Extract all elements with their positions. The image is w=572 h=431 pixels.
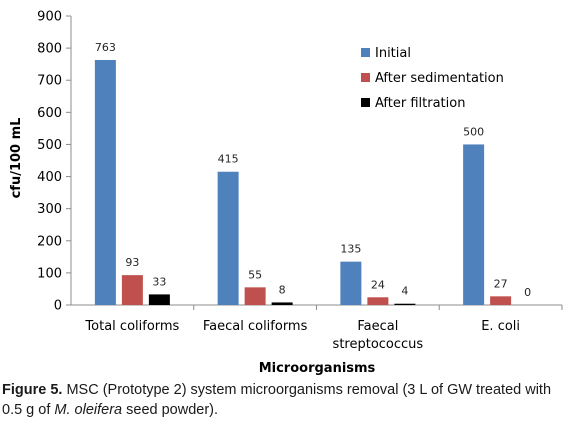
data-label: 0 — [524, 286, 531, 299]
bar — [271, 302, 293, 305]
bar — [217, 171, 239, 305]
data-label: 4 — [401, 285, 408, 298]
caption-text-end: seed powder). — [122, 402, 219, 418]
x-category-label-line: Total coliforms — [84, 319, 179, 334]
data-label: 8 — [279, 283, 286, 296]
x-category-label: Faecal streptococcus — [333, 319, 424, 352]
legend: Initial After sedimentation After filtrati… — [361, 46, 504, 111]
data-label: 135 — [340, 243, 361, 256]
x-axis-label: Microorganisms — [259, 361, 376, 376]
data-label: 33 — [152, 275, 166, 288]
caption-label: Figure 5. — [2, 382, 63, 398]
chart-axes — [70, 16, 563, 310]
legend-label: After filtration — [375, 96, 465, 111]
bar — [490, 296, 512, 305]
legend-swatch — [361, 48, 370, 57]
legend-swatch — [361, 73, 370, 82]
data-label: 500 — [463, 125, 484, 138]
x-axis-categories: Total coliforms Faecal coliforms Faecal str… — [84, 319, 520, 352]
bars — [94, 59, 512, 306]
y-tick-label: 300 — [37, 202, 62, 217]
bar — [94, 59, 116, 306]
legend-label: After sedimentation — [375, 71, 504, 86]
x-category-label: E. coli — [481, 319, 520, 334]
x-category-label: Total coliforms — [84, 319, 179, 334]
figure-caption: Figure 5. MSC (Prototype 2) system micro… — [2, 380, 568, 420]
caption-species: M. oleifera — [54, 402, 123, 418]
y-tick-label: 400 — [37, 170, 62, 185]
y-tick-label: 900 — [37, 10, 62, 25]
y-tick-label: 0 — [54, 299, 62, 314]
y-tick-label: 500 — [37, 138, 62, 153]
y-tick-label: 200 — [37, 234, 62, 249]
bar — [394, 303, 416, 305]
legend-swatch — [361, 98, 370, 107]
caption-text: MSC (Prototype 2) system microorganisms … — [2, 382, 552, 418]
data-label: 415 — [218, 153, 239, 166]
y-tick-label: 800 — [37, 42, 62, 57]
bar — [148, 294, 170, 305]
bar — [244, 287, 266, 305]
data-label: 24 — [371, 278, 385, 291]
y-tick-label: 100 — [37, 266, 62, 281]
x-category-label-line: streptococcus — [333, 337, 424, 352]
x-category-label-line: Faecal — [357, 319, 398, 334]
y-tick-label: 600 — [37, 106, 62, 121]
y-axis-ticks: 0 100 200 300 400 500 600 700 800 900 — [37, 10, 71, 314]
data-labels: 763 93 33 415 55 8 135 24 4 500 27 0 — [95, 41, 531, 299]
bar — [121, 275, 143, 305]
bar — [340, 261, 362, 305]
data-label: 55 — [248, 268, 262, 281]
y-tick-label: 700 — [37, 74, 62, 89]
x-category-label-line: E. coli — [481, 319, 520, 334]
legend-label: Initial — [375, 46, 411, 61]
bar-chart: 0 100 200 300 400 500 600 700 800 900 763 93 33 415 5… — [9, 10, 563, 376]
data-label: 93 — [125, 256, 139, 269]
y-axis-label: cfu/100 mL — [9, 118, 24, 199]
data-label: 763 — [95, 41, 116, 54]
bar — [367, 297, 389, 305]
data-label: 27 — [494, 277, 508, 290]
x-category-label-line: Faecal coliforms — [203, 319, 308, 334]
x-category-label: Faecal coliforms — [203, 319, 308, 334]
bar — [463, 144, 485, 305]
